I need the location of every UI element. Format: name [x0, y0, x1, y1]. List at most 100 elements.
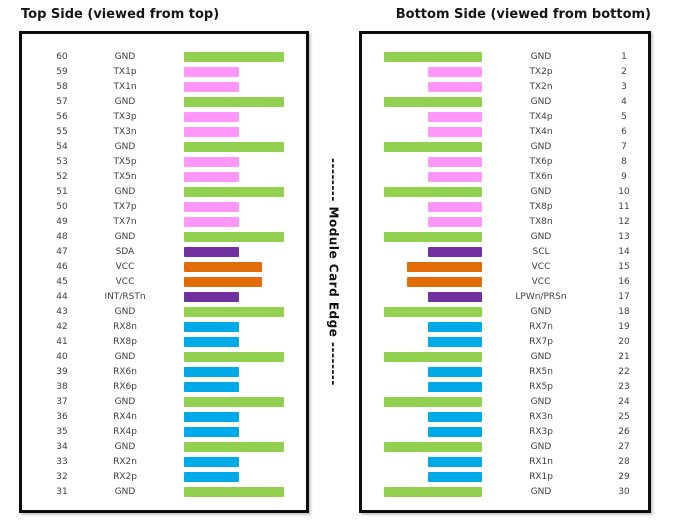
- pin-pad-bar: [428, 336, 482, 347]
- pin-name: GND: [114, 231, 136, 242]
- pin-row: 31 GND: [22, 484, 306, 499]
- pin-pad-bar: [184, 51, 284, 62]
- pin-number: 39: [56, 366, 68, 377]
- pin-pad-bar: [428, 381, 482, 392]
- pin-number: 50: [56, 201, 68, 212]
- pin-pad-bar: [184, 81, 239, 92]
- pin-number: 2: [621, 66, 627, 77]
- pin-pad-bar: [407, 261, 482, 272]
- pin-pad-bar: [428, 126, 482, 137]
- pin-pad-bar: [384, 441, 482, 452]
- pin-number: 11: [618, 201, 630, 212]
- pin-name: LPWn/PRSn: [515, 291, 567, 302]
- pin-row: TX2n 3: [362, 79, 648, 94]
- pin-name: RX4p: [113, 426, 137, 437]
- pin-number: 37: [56, 396, 68, 407]
- pin-pad-bar: [184, 186, 284, 197]
- pin-number: 41: [56, 336, 68, 347]
- pin-row: TX6p 8: [362, 154, 648, 169]
- pin-number: 20: [618, 336, 630, 347]
- pin-name: GND: [530, 351, 552, 362]
- pin-number: 17: [618, 291, 630, 302]
- pin-pad-bar: [184, 201, 239, 212]
- pin-pad: [184, 156, 239, 167]
- pin-row: 45 VCC: [22, 274, 306, 289]
- pin-pad: [362, 351, 482, 362]
- pin-pad-bar: [428, 321, 482, 332]
- pin-pad: [184, 441, 284, 452]
- pin-name: INT/RSTn: [104, 291, 146, 302]
- pin-number: 34: [56, 441, 68, 452]
- pin-pad: [184, 486, 284, 497]
- pin-name: RX5p: [529, 381, 553, 392]
- pin-pad-bar: [384, 306, 482, 317]
- pin-number: 35: [56, 426, 68, 437]
- pin-row: 48 GND: [22, 229, 306, 244]
- pin-name: RX4n: [113, 411, 137, 422]
- pin-pad-bar: [184, 291, 239, 302]
- pin-pad-bar: [184, 216, 239, 227]
- pin-pad-bar: [184, 396, 284, 407]
- pin-name: TX2n: [529, 81, 553, 92]
- pin-row: GND 1: [362, 49, 648, 64]
- pin-number: 14: [618, 246, 630, 257]
- pin-pad-bar: [184, 471, 239, 482]
- pin-row: RX3p 26: [362, 424, 648, 439]
- pin-pad: [184, 456, 239, 467]
- pin-pad-bar: [428, 156, 482, 167]
- pin-pad: [184, 366, 239, 377]
- pin-number: 10: [618, 186, 630, 197]
- pin-row: RX5n 22: [362, 364, 648, 379]
- pin-pad-bar: [184, 351, 284, 362]
- pin-pad-bar: [184, 111, 239, 122]
- pin-name: GND: [114, 396, 136, 407]
- pin-row: 40 GND: [22, 349, 306, 364]
- pin-name: TX4p: [529, 111, 553, 122]
- pin-number: 55: [56, 126, 68, 137]
- pin-row: 41 RX8p: [22, 334, 306, 349]
- pin-pad-bar: [428, 456, 482, 467]
- pin-name: RX1n: [529, 456, 553, 467]
- pin-number: 36: [56, 411, 68, 422]
- pin-name: TX5n: [113, 171, 137, 182]
- pin-row: 59 TX1p: [22, 64, 306, 79]
- bottom-side-title: Bottom Side (viewed from bottom): [395, 7, 651, 22]
- pin-name: VCC: [115, 276, 135, 287]
- module-card-edge-label: -------- Module Card Edge --------: [308, 31, 359, 513]
- pin-name: TX7p: [113, 201, 137, 212]
- pin-pad-bar: [384, 186, 482, 197]
- pin-pad-bar: [428, 216, 482, 227]
- pin-name: TX3n: [113, 126, 137, 137]
- pin-number: 43: [56, 306, 68, 317]
- pin-pad: [362, 396, 482, 407]
- pin-pad: [184, 141, 284, 152]
- pin-name: TX8n: [529, 216, 553, 227]
- pin-pad: [184, 351, 284, 362]
- pin-pad: [184, 216, 239, 227]
- pin-row: LPWn/PRSn 17: [362, 289, 648, 304]
- pin-pad: [362, 66, 482, 77]
- pin-name: GND: [530, 306, 552, 317]
- pin-row: 36 RX4n: [22, 409, 306, 424]
- pin-number: 57: [56, 96, 68, 107]
- pin-pad-bar: [428, 171, 482, 182]
- pin-name: SCL: [532, 246, 550, 257]
- pin-pad-bar: [428, 111, 482, 122]
- pin-row: 52 TX5n: [22, 169, 306, 184]
- pin-row: 34 GND: [22, 439, 306, 454]
- pin-pad: [362, 321, 482, 332]
- pin-pad: [184, 381, 239, 392]
- pin-pad: [362, 261, 482, 272]
- pin-pad-bar: [184, 231, 284, 242]
- pin-pad: [362, 471, 482, 482]
- pin-row: 55 TX3n: [22, 124, 306, 139]
- pin-pad-bar: [184, 261, 262, 272]
- pin-name: VCC: [531, 276, 551, 287]
- pin-pad-bar: [184, 276, 262, 287]
- pin-pad: [362, 141, 482, 152]
- pin-pad-bar: [384, 351, 482, 362]
- pin-row: 50 TX7p: [22, 199, 306, 214]
- pin-pad: [362, 186, 482, 197]
- pin-pad-bar: [428, 246, 482, 257]
- pin-pad: [184, 321, 239, 332]
